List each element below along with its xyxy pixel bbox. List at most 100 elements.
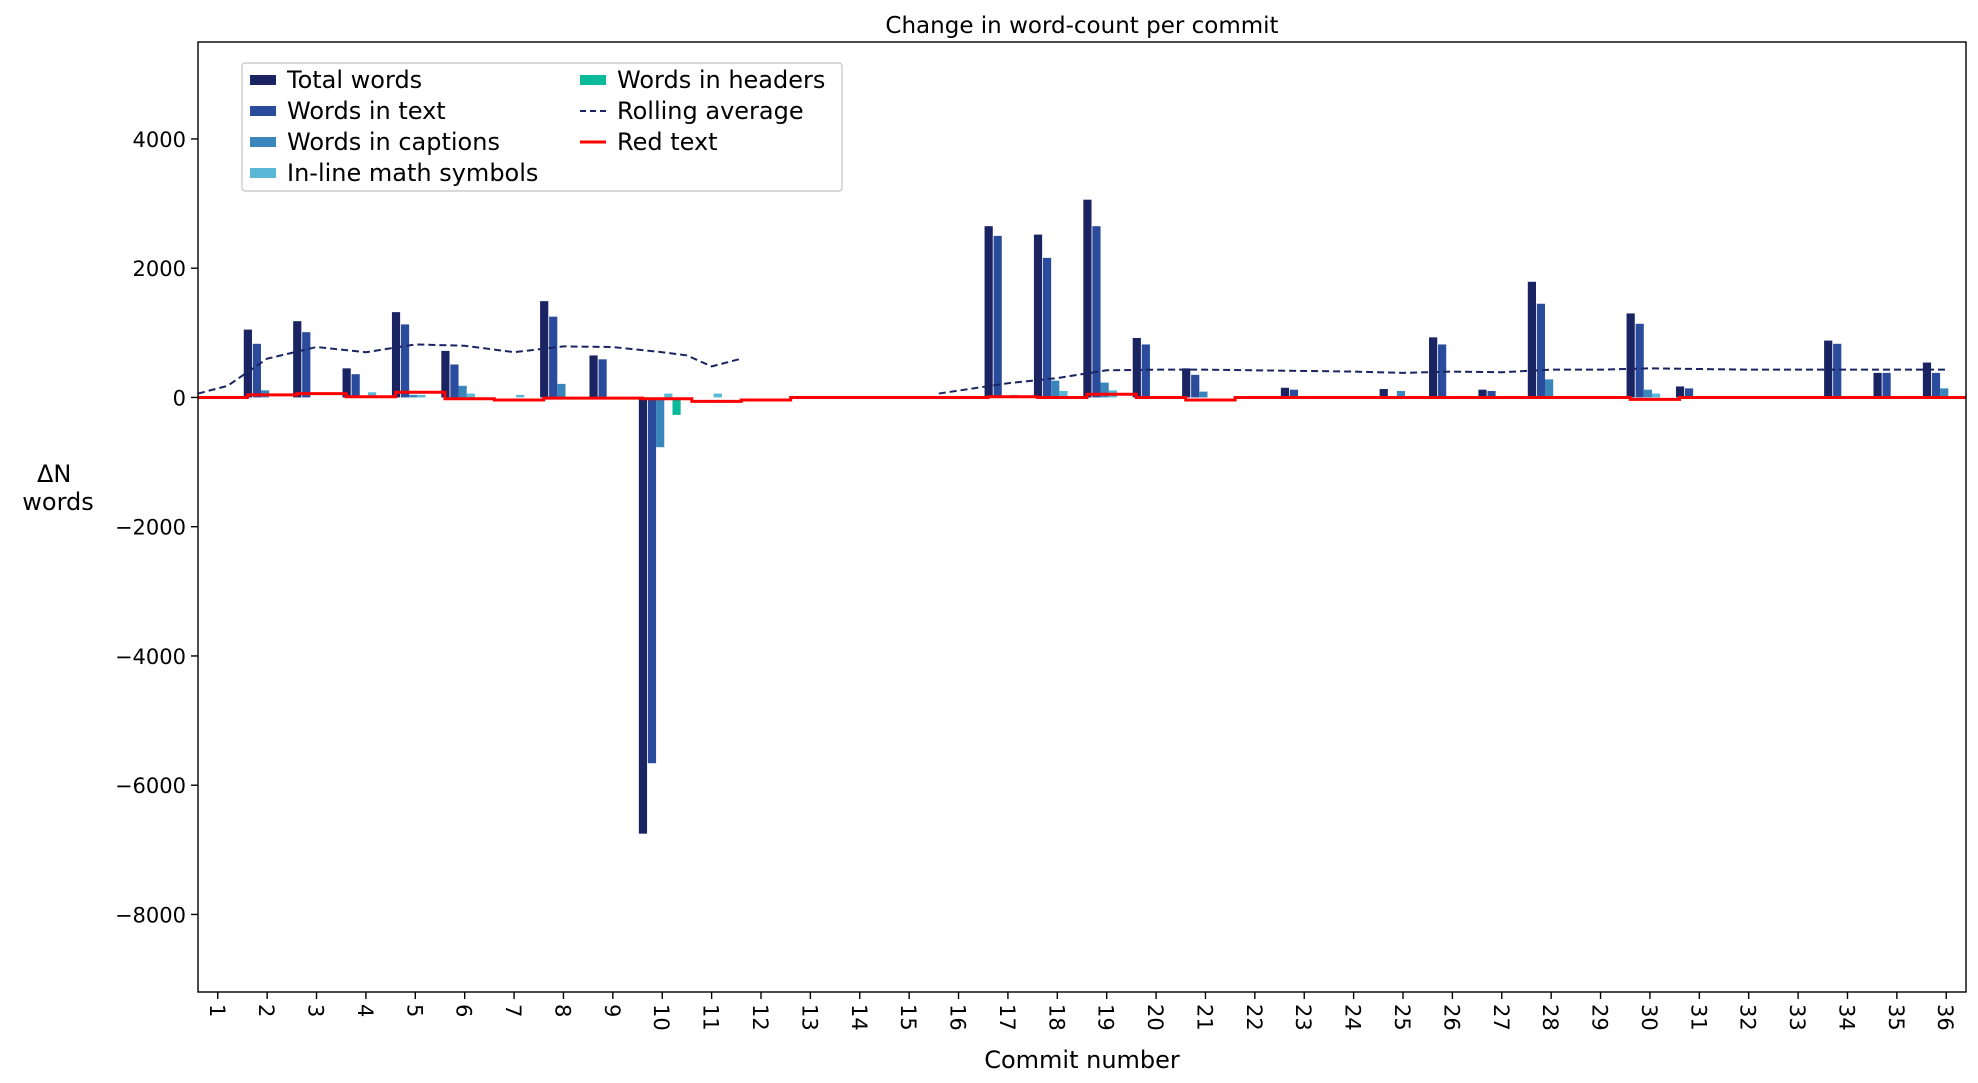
legend-entries: Total words Words in text Words in caption… bbox=[250, 66, 825, 187]
red-text-line bbox=[198, 390, 1966, 403]
x-tick-label: 25 bbox=[1390, 1004, 1414, 1031]
bar bbox=[1083, 199, 1092, 398]
x-tick-label: 13 bbox=[797, 1004, 821, 1031]
y-tick-label: 0 bbox=[173, 386, 186, 410]
chart-title: Change in word-count per commit bbox=[885, 13, 1278, 39]
bar bbox=[1429, 337, 1438, 398]
bar bbox=[450, 364, 459, 398]
legend-swatch bbox=[250, 75, 276, 85]
bar bbox=[1199, 391, 1208, 398]
x-axis: 1 2 3 4 5 6 7 8 9 10 11 12 13 14 15 16 17 18 19 20 21 22 23 24 2… bbox=[205, 992, 1957, 1031]
bar-series bbox=[672, 397, 681, 415]
x-tick-label: 33 bbox=[1785, 1004, 1809, 1031]
bar bbox=[1059, 390, 1068, 398]
bar bbox=[1191, 374, 1200, 398]
bar bbox=[367, 392, 377, 398]
x-tick-label: 19 bbox=[1094, 1004, 1118, 1031]
bar bbox=[1684, 388, 1694, 398]
bar bbox=[466, 393, 475, 398]
x-tick-label: 8 bbox=[550, 1004, 574, 1017]
bar bbox=[1396, 390, 1406, 398]
bar bbox=[1141, 344, 1150, 398]
bar bbox=[1100, 382, 1109, 398]
x-tick-label: 20 bbox=[1143, 1004, 1167, 1031]
bar bbox=[516, 394, 525, 398]
legend-swatch bbox=[250, 137, 276, 147]
x-tick-label: 9 bbox=[600, 1004, 624, 1017]
bar bbox=[1033, 234, 1043, 398]
bar bbox=[993, 235, 1002, 398]
x-tick-label: 30 bbox=[1637, 1004, 1661, 1031]
x-tick-label: 1 bbox=[205, 1004, 229, 1017]
bar bbox=[598, 359, 607, 398]
bar-series bbox=[252, 226, 1941, 764]
x-tick-label: 15 bbox=[896, 1004, 920, 1031]
bar bbox=[351, 374, 360, 398]
bar bbox=[1651, 393, 1661, 398]
bar bbox=[1182, 368, 1191, 398]
legend-label: Words in headers bbox=[617, 66, 825, 94]
bar bbox=[1545, 379, 1554, 398]
x-tick-label: 31 bbox=[1686, 1004, 1710, 1031]
y-tick-label: −4000 bbox=[115, 645, 186, 669]
bar bbox=[713, 393, 722, 398]
y-tick-label: −2000 bbox=[115, 516, 186, 540]
bar bbox=[342, 368, 351, 398]
y-tick-label: −8000 bbox=[115, 903, 186, 927]
bar bbox=[1527, 281, 1536, 398]
x-tick-label: 29 bbox=[1588, 1004, 1612, 1031]
x-tick-label: 34 bbox=[1834, 1004, 1858, 1031]
bar bbox=[1873, 372, 1882, 398]
x-tick-label: 35 bbox=[1884, 1004, 1908, 1031]
x-tick-label: 18 bbox=[1044, 1004, 1068, 1031]
x-tick-label: 21 bbox=[1192, 1004, 1216, 1031]
bar bbox=[441, 350, 450, 398]
bar bbox=[1931, 372, 1941, 398]
bar bbox=[1092, 226, 1101, 398]
bar bbox=[1882, 372, 1891, 398]
bar bbox=[417, 394, 426, 398]
bar bbox=[1643, 389, 1652, 398]
x-tick-label: 7 bbox=[501, 1004, 525, 1017]
x-tick-label: 17 bbox=[995, 1004, 1019, 1031]
x-tick-label: 24 bbox=[1341, 1004, 1365, 1031]
series-layer bbox=[197, 199, 1966, 834]
bar bbox=[1675, 386, 1685, 398]
bar bbox=[1289, 389, 1299, 398]
bar bbox=[656, 397, 665, 448]
bar bbox=[243, 329, 252, 398]
x-tick-label: 28 bbox=[1538, 1004, 1562, 1031]
legend-label: Total words bbox=[286, 66, 422, 94]
plot-frame bbox=[197, 41, 1967, 993]
y-tick-label: 4000 bbox=[133, 128, 186, 152]
bar bbox=[252, 343, 261, 398]
legend-label: Words in captions bbox=[287, 128, 500, 156]
bar-series bbox=[243, 199, 1932, 834]
bar bbox=[458, 385, 467, 398]
bar bbox=[1940, 388, 1949, 398]
legend: Total words Words in text Words in caption… bbox=[241, 62, 843, 192]
x-tick-label: 26 bbox=[1439, 1004, 1463, 1031]
bar bbox=[1626, 313, 1635, 398]
x-tick-label: 5 bbox=[402, 1004, 426, 1017]
x-tick-label: 32 bbox=[1736, 1004, 1760, 1031]
bar bbox=[1280, 387, 1290, 398]
y-axis-label-line-2: words bbox=[22, 488, 94, 516]
bar bbox=[1051, 380, 1060, 398]
bar bbox=[1536, 303, 1546, 398]
bar bbox=[557, 383, 566, 398]
bar bbox=[1478, 389, 1487, 398]
x-tick-label: 2 bbox=[254, 1004, 278, 1017]
bar bbox=[1132, 337, 1141, 398]
x-tick-label: 27 bbox=[1489, 1004, 1513, 1031]
bar bbox=[302, 332, 311, 398]
bar bbox=[1042, 257, 1052, 398]
bar bbox=[1833, 343, 1842, 398]
bar bbox=[293, 321, 302, 398]
legend-label: In-line math symbols bbox=[287, 159, 538, 187]
x-tick-label: 36 bbox=[1933, 1004, 1957, 1031]
y-tick-label: 2000 bbox=[133, 257, 186, 281]
x-tick-label: 10 bbox=[649, 1004, 673, 1031]
x-tick-label: 12 bbox=[748, 1004, 772, 1031]
